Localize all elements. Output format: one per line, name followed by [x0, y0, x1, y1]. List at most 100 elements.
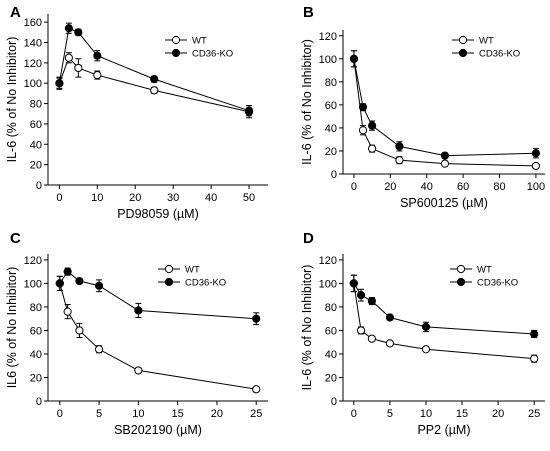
series-cd36-ko [349, 274, 539, 339]
legend-label: WT [477, 265, 492, 276]
data-point [530, 354, 539, 363]
x-tick-label: 10 [91, 192, 103, 204]
data-point [64, 24, 73, 33]
x-tick-label: 0 [56, 192, 62, 204]
series-line [353, 58, 536, 167]
data-point [74, 63, 83, 73]
data-point [150, 75, 159, 84]
data-point [244, 106, 254, 115]
panel-letter: C [10, 230, 21, 247]
data-point [75, 276, 84, 286]
x-tick-label: 20 [129, 192, 141, 204]
x-tick-label: 5 [387, 408, 393, 420]
y-tick-label: 100 [319, 54, 337, 66]
y-tick-label: 40 [30, 349, 42, 361]
series-line [353, 58, 536, 157]
x-tick-label: 40 [205, 192, 217, 204]
legend: WT CD36-KO [158, 265, 226, 289]
x-tick-label: 50 [243, 192, 255, 204]
data-point [94, 281, 104, 290]
y-tick-label: 80 [325, 77, 337, 89]
legend-marker [171, 48, 181, 58]
y-axis-label: IL-6 (% of No Inhibitor) [300, 39, 314, 165]
data-point [94, 345, 104, 354]
legend: WT CD36-KO [165, 36, 233, 60]
data-point [93, 70, 102, 80]
data-point [134, 366, 143, 375]
x-tick-label: 10 [132, 408, 144, 420]
y-tick-label: 0 [331, 169, 337, 181]
data-point [368, 121, 377, 130]
data-point [349, 279, 358, 288]
y-tick-label: 100 [24, 78, 42, 90]
series-line [59, 270, 257, 320]
y-tick-label: 40 [325, 123, 337, 135]
data-point [356, 326, 366, 335]
data-point [134, 306, 143, 315]
legend-label: CD36-KO [479, 49, 520, 60]
data-point [421, 345, 431, 354]
data-point [385, 339, 394, 348]
series-wt [349, 50, 541, 171]
y-tick-label: 80 [30, 99, 42, 111]
x-axis-label: PP2 (µM) [417, 423, 470, 437]
panel-letter: B [303, 4, 314, 21]
series-line [353, 283, 535, 360]
legend-marker [458, 48, 468, 58]
x-tick-label: 0 [351, 181, 357, 193]
data-point [385, 313, 394, 322]
x-tick-label: 20 [211, 408, 223, 420]
y-tick-label: 20 [325, 146, 337, 158]
data-point [531, 161, 541, 171]
data-point [349, 54, 359, 63]
data-point [530, 329, 539, 339]
x-tick-label: 0 [57, 408, 63, 420]
data-point [75, 326, 84, 335]
y-tick-label: 20 [30, 160, 42, 172]
data-point [531, 149, 541, 158]
x-axis-label: PD98059 (µM) [117, 207, 199, 221]
x-tick-label: 60 [457, 181, 469, 193]
legend-label: WT [192, 36, 207, 47]
y-tick-label: 20 [30, 372, 42, 384]
data-point [150, 86, 159, 95]
y-tick-label: 0 [36, 180, 42, 192]
chart-panel-c: 0 20 40 60 80 100 120 0 5 10 15 20 25 SB202190 (µM) IL… [5, 230, 268, 437]
y-tick-label: 20 [325, 372, 337, 384]
series-cd36-ko [55, 22, 254, 117]
data-point [63, 307, 72, 316]
y-tick-label: 100 [319, 278, 337, 290]
data-point [93, 51, 102, 60]
series-wt [55, 52, 254, 119]
y-tick-label: 60 [325, 100, 337, 112]
y-tick-label: 100 [24, 278, 42, 290]
y-tick-label: 120 [24, 58, 42, 70]
data-point [367, 334, 376, 343]
x-tick-label: 30 [167, 192, 179, 204]
legend: WT CD36-KO [452, 36, 520, 60]
chart-panel-d: 0 20 40 60 80 100 120 0 5 10 15 20 25 PP2 (µM) IL-6 (%… [300, 230, 545, 437]
legend-marker [456, 277, 466, 287]
y-tick-label: 60 [30, 119, 42, 131]
x-tick-label: 10 [420, 408, 432, 420]
data-point [252, 314, 261, 323]
series-line [59, 283, 257, 390]
legend-label: WT [185, 265, 200, 276]
data-point [358, 103, 368, 112]
legend-label: CD36-KO [192, 49, 233, 60]
chart-panel-a: 0 20 40 60 80 100 120 140 160 0 10 20 30 40 50 PD98059 … [5, 4, 268, 221]
legend-label: CD36-KO [477, 278, 518, 289]
panel-letter: D [303, 230, 314, 247]
y-tick-label: 140 [24, 38, 42, 50]
x-tick-label: 5 [96, 408, 102, 420]
x-tick-label: 20 [492, 408, 504, 420]
data-point [358, 126, 368, 135]
legend-marker [458, 35, 468, 45]
series-line [58, 27, 250, 112]
x-tick-label: 15 [172, 408, 184, 420]
data-point [64, 53, 73, 62]
series-wt [55, 275, 261, 394]
legend-label: WT [479, 36, 494, 47]
legend-marker [164, 277, 174, 287]
x-tick-label: 20 [384, 181, 396, 193]
